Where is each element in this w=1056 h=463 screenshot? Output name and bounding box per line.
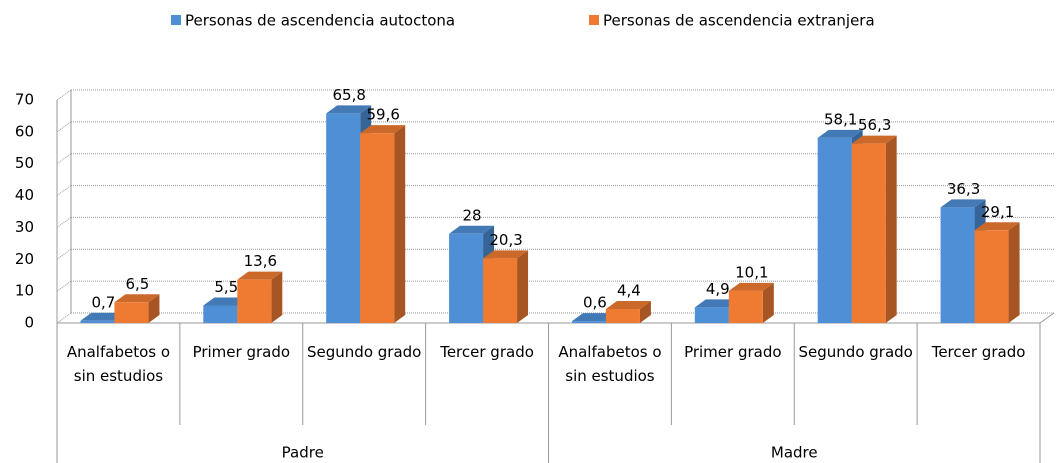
legend-label: Personas de ascendencia extranjera xyxy=(603,12,875,30)
bar-top xyxy=(360,125,406,134)
x-tick-label: Primer grado xyxy=(192,343,291,361)
data-label: 29,1 xyxy=(981,203,1014,221)
bar-side xyxy=(271,271,283,323)
bar xyxy=(851,135,897,323)
y-tick-label: 50 xyxy=(15,154,34,172)
x-tick-label: Analfabetos o sin estudios xyxy=(558,343,662,385)
group-label: Padre xyxy=(282,444,324,462)
data-label: 36,3 xyxy=(947,180,980,198)
x-tick-label: Tercer grado xyxy=(440,343,534,361)
y-tick-label: 70 xyxy=(15,91,34,109)
bar-side xyxy=(762,282,774,323)
bar-front xyxy=(326,113,361,323)
bar-side xyxy=(394,125,406,323)
grid-line-side xyxy=(56,121,72,133)
grid-line-side xyxy=(56,248,72,260)
bar xyxy=(728,282,774,323)
bar-front xyxy=(80,320,115,323)
y-tick-label: 60 xyxy=(15,122,34,140)
grid-line-side xyxy=(56,185,72,196)
bar-top xyxy=(483,250,529,259)
data-label: 13,6 xyxy=(244,252,277,270)
bar-front xyxy=(940,207,975,323)
y-tick-label: 10 xyxy=(15,282,34,300)
bar-front xyxy=(817,137,852,323)
data-label: 5,5 xyxy=(214,278,238,296)
grid-line-side xyxy=(56,280,72,292)
bar-top xyxy=(571,313,617,322)
bar-front xyxy=(728,290,763,323)
bar-top xyxy=(728,282,774,291)
bar-front xyxy=(694,307,729,323)
group-label: Madre xyxy=(771,444,818,462)
y-tick-label: 20 xyxy=(15,250,34,268)
data-label: 28 xyxy=(463,206,482,224)
grid-line-side xyxy=(56,153,72,165)
bar-top xyxy=(605,300,651,309)
x-tick-label: Primer grado xyxy=(684,343,782,361)
bar xyxy=(974,222,1020,323)
bar-top xyxy=(114,294,160,303)
bar-front xyxy=(203,305,238,323)
bar-front xyxy=(360,133,395,323)
data-label: 65,8 xyxy=(332,86,365,104)
data-label: 0,7 xyxy=(92,293,116,311)
bar xyxy=(360,125,406,323)
x-tick-label: Analfabetos o sin estudios xyxy=(66,343,171,385)
bar-top xyxy=(817,129,863,138)
legend-swatch xyxy=(171,15,181,25)
bar xyxy=(114,294,160,323)
y-tick-label: 40 xyxy=(15,186,34,204)
grid-line-side xyxy=(56,312,72,324)
x-tick-label: Segundo grado xyxy=(307,343,422,361)
grid-line-side xyxy=(56,217,72,228)
legend-swatch xyxy=(589,15,599,25)
bar-front xyxy=(605,308,640,323)
bar-top xyxy=(237,271,283,280)
data-label: 58,1 xyxy=(824,110,857,128)
legend-label: Personas de ascendencia autoctona xyxy=(185,12,455,30)
bar-front xyxy=(974,230,1009,323)
bar-top xyxy=(694,299,740,308)
grid-line-side xyxy=(56,89,72,101)
data-label: 10,1 xyxy=(735,263,768,281)
y-tick-label: 30 xyxy=(15,218,34,236)
bar-front xyxy=(483,258,518,323)
bar-front xyxy=(571,321,606,323)
x-tick-label: Tercer grado xyxy=(931,343,1026,361)
bar-top xyxy=(449,225,495,234)
bar-front xyxy=(114,302,149,323)
bar xyxy=(237,271,283,323)
bar-front xyxy=(237,279,272,323)
bar-top xyxy=(326,105,372,114)
data-label: 6,5 xyxy=(126,275,150,293)
bar-top xyxy=(974,222,1020,231)
bar-side xyxy=(639,300,651,323)
bar-side xyxy=(517,250,529,323)
bar-top xyxy=(940,199,986,208)
data-label: 0,6 xyxy=(583,294,607,312)
y-tick-label: 0 xyxy=(24,314,34,332)
bar-top xyxy=(203,297,249,306)
bar-side xyxy=(148,294,160,323)
bar-side xyxy=(1008,222,1020,323)
bar-front xyxy=(449,233,484,323)
data-label: 4,9 xyxy=(706,280,730,298)
data-label: 56,3 xyxy=(858,116,891,134)
x-tick-label: Segundo grado xyxy=(798,343,913,361)
data-label: 4,4 xyxy=(617,281,641,299)
bar-front xyxy=(851,143,886,323)
bar-side xyxy=(885,135,897,323)
floor-right xyxy=(1039,312,1055,324)
bar-top xyxy=(851,135,897,144)
bar-top xyxy=(80,312,126,321)
bar xyxy=(483,250,529,323)
bar xyxy=(605,300,651,323)
data-label: 20,3 xyxy=(489,231,522,249)
data-label: 59,6 xyxy=(366,106,399,124)
